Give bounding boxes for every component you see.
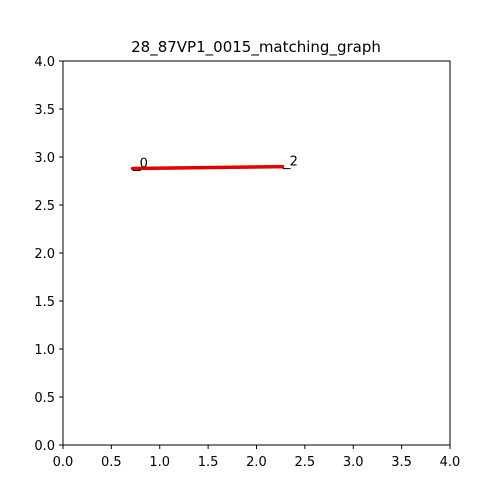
y-tick-label: 3.5 bbox=[34, 103, 55, 118]
chart-title: 28_87VP1_0015_matching_graph bbox=[131, 38, 381, 57]
y-tick-label: 2.5 bbox=[34, 199, 55, 214]
x-tick-label: 3.5 bbox=[391, 455, 412, 470]
x-tick-label: 3.0 bbox=[343, 455, 364, 470]
x-tick-label: 0.5 bbox=[101, 455, 122, 470]
y-tick-label: 0.0 bbox=[34, 439, 55, 454]
y-axis: 0.0 0.5 1.0 1.5 2.0 2.5 3.0 3.5 4.0 bbox=[34, 55, 63, 454]
x-tick-label: 1.5 bbox=[198, 455, 219, 470]
node-label: 2 bbox=[290, 155, 298, 170]
y-tick-label: 2.0 bbox=[34, 247, 55, 262]
node-label: 0 bbox=[140, 157, 148, 172]
edge-layer bbox=[130, 164, 285, 171]
y-tick-label: 1.0 bbox=[34, 343, 55, 358]
x-tick-label: 0.0 bbox=[53, 455, 74, 470]
y-tick-label: 0.5 bbox=[34, 391, 55, 406]
x-axis: 0.0 0.5 1.0 1.5 2.0 2.5 3.0 3.5 4.0 bbox=[53, 445, 461, 470]
edge-line bbox=[130, 164, 285, 171]
y-tick-label: 1.5 bbox=[34, 295, 55, 310]
x-tick-label: 2.0 bbox=[246, 455, 267, 470]
x-tick-label: 2.5 bbox=[295, 455, 316, 470]
y-tick-label: 4.0 bbox=[34, 55, 55, 70]
x-tick-label: 4.0 bbox=[440, 455, 461, 470]
y-tick-label: 3.0 bbox=[34, 151, 55, 166]
x-tick-label: 1.0 bbox=[149, 455, 170, 470]
